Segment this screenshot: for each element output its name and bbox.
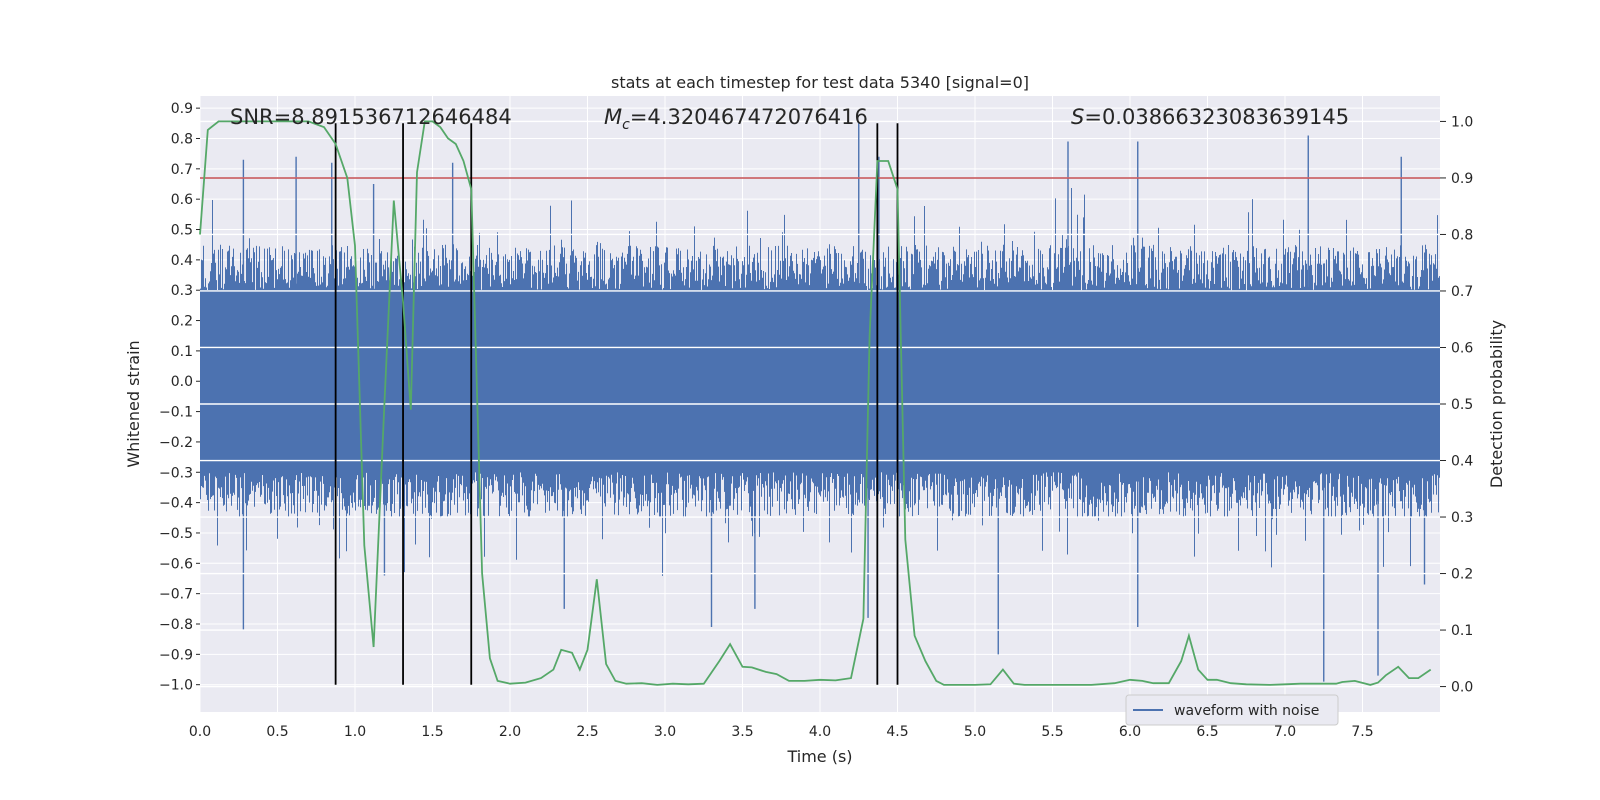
y-tick-label: 0.6 <box>171 192 193 208</box>
y-tick-label: 0.1 <box>171 344 193 360</box>
y-axis-label: Whitened strain <box>124 340 143 467</box>
snr-annotation: SNR=8.891536712646484 <box>230 105 512 129</box>
mc-symbol: M <box>604 105 622 129</box>
y2-tick-label: 1.0 <box>1451 114 1473 130</box>
mc-value: =4.320467472076416 <box>630 105 868 129</box>
legend-label: waveform with noise <box>1174 703 1319 719</box>
x-tick-label: 4.0 <box>809 724 831 740</box>
mc-annotation: Mc=4.320467472076416 <box>604 105 868 133</box>
x-tick-label: 3.0 <box>654 724 676 740</box>
s-annotation: S=0.03866323083639145 <box>1071 105 1349 129</box>
y-tick-label: 0.9 <box>171 101 193 117</box>
y-tick-label: −0.7 <box>159 587 193 603</box>
y-tick-label: 0.2 <box>171 314 193 330</box>
y-tick-label: 0.0 <box>171 374 193 390</box>
x-tick-label: 5.5 <box>1041 724 1063 740</box>
x-tick-label: 3.5 <box>731 724 753 740</box>
y2-axis-label: Detection probability <box>1487 320 1506 488</box>
chart-title: stats at each timestep for test data 534… <box>611 73 1029 92</box>
x-tick-label: 2.5 <box>576 724 598 740</box>
y-tick-label: −0.5 <box>159 526 193 542</box>
x-tick-label: 0.0 <box>189 724 211 740</box>
s-symbol: S <box>1071 105 1084 129</box>
x-axis-label: Time (s) <box>786 747 852 766</box>
y-tick-label: −0.9 <box>159 647 193 663</box>
x-tick-label: 5.0 <box>964 724 986 740</box>
y-tick-label: 0.3 <box>171 283 193 299</box>
y2-tick-label: 0.5 <box>1451 397 1473 413</box>
y-tick-label: 0.4 <box>171 253 193 269</box>
legend-box <box>1125 694 1339 726</box>
y-tick-label: −0.8 <box>159 617 193 633</box>
y-tick-label: 0.8 <box>171 131 193 147</box>
y-tick-label: 0.5 <box>171 223 193 239</box>
x-tick-label: 6.5 <box>1196 724 1218 740</box>
y-tick-label: 0.7 <box>171 162 193 178</box>
y2-tick-label: 0.7 <box>1451 284 1473 300</box>
y2-tick-label: 0.8 <box>1451 227 1473 243</box>
y-tick-label: −0.2 <box>159 435 193 451</box>
waveform-core <box>200 290 1440 473</box>
waveform-series <box>200 123 1440 682</box>
overlays <box>199 120 1440 688</box>
y2-tick-label: 0.3 <box>1451 510 1473 526</box>
x-tick-label: 4.5 <box>886 724 908 740</box>
x-tick-label: 1.0 <box>344 724 366 740</box>
axes: 0.0 0.5 1.0 1.5 2.0 2.5 3.0 3.5 4.0 4.5 5.0 5.5 6.0 6… <box>159 101 1473 740</box>
y2-tick-label: 0.4 <box>1451 454 1473 470</box>
x-tick-label: 1.5 <box>421 724 443 740</box>
detection-probability-line <box>199 120 1432 686</box>
x-tick-label: 0.5 <box>266 724 288 740</box>
s-value: =0.03866323083639145 <box>1084 105 1349 129</box>
y-tick-label: −0.3 <box>159 465 193 481</box>
y2-tick-label: 0.2 <box>1451 567 1473 583</box>
x-tick-label: 2.0 <box>499 724 521 740</box>
x-tick-label: 7.0 <box>1274 724 1296 740</box>
y-tick-label: −1.0 <box>159 678 193 694</box>
x-tick-label: 6.0 <box>1119 724 1141 740</box>
legend: waveform with noise <box>1125 694 1339 726</box>
y2-tick-label: 0.1 <box>1451 623 1473 639</box>
y-tick-label: −0.4 <box>159 496 193 512</box>
x-tick-label: 7.5 <box>1351 724 1373 740</box>
y-tick-label: −0.1 <box>159 405 193 421</box>
y2-tick-label: 0.9 <box>1451 171 1473 187</box>
y2-tick-label: 0.0 <box>1451 680 1473 696</box>
y-tick-label: −0.6 <box>159 556 193 572</box>
mc-subscript: c <box>622 117 630 133</box>
y2-tick-label: 0.6 <box>1451 340 1473 356</box>
